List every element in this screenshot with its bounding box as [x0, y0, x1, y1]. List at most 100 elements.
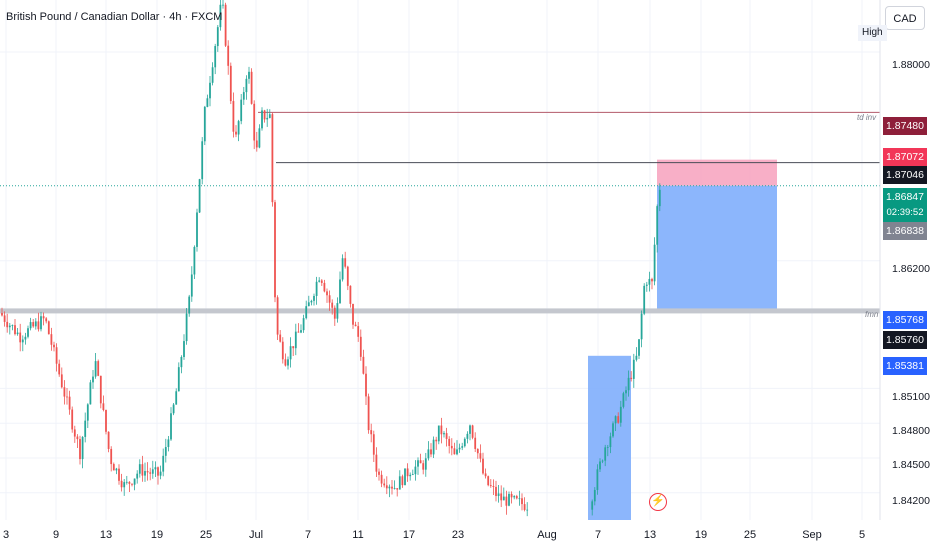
candle-body — [313, 295, 315, 301]
candle-body — [305, 306, 308, 319]
candle-body — [375, 454, 378, 472]
candle-body — [518, 498, 521, 500]
candle-body — [125, 481, 128, 483]
candle-body — [427, 449, 430, 459]
candle-body — [385, 485, 388, 489]
candle-body — [526, 509, 529, 511]
candle-body — [502, 496, 505, 501]
candle-body — [45, 318, 48, 322]
candle-body — [237, 121, 240, 135]
candle-body — [310, 300, 313, 303]
candle-body — [495, 486, 497, 496]
candle-body — [219, 4, 222, 28]
candle-body — [172, 404, 175, 414]
candle-body — [175, 391, 178, 405]
candle-body — [479, 453, 482, 459]
candle-body — [430, 449, 432, 455]
candle-body — [170, 413, 172, 440]
stop-zone — [657, 159, 777, 186]
currency-button[interactable]: CAD — [885, 6, 925, 30]
candle-body — [411, 474, 414, 475]
candle-body — [487, 476, 490, 486]
candle-body — [357, 326, 360, 337]
candle-body — [34, 321, 37, 327]
candle-body — [440, 425, 443, 435]
time-label: Aug — [537, 529, 557, 541]
candle-body — [638, 339, 640, 356]
fmn-band — [0, 308, 880, 314]
candle-body — [341, 258, 344, 280]
time-label: 19 — [150, 529, 164, 541]
countdown-timer: 02:39:52 — [883, 204, 927, 222]
candle-body — [232, 101, 235, 132]
candle-body — [292, 346, 295, 349]
candle-body — [32, 322, 35, 327]
candle-body — [315, 281, 318, 296]
candle-body — [458, 447, 461, 450]
candle-body — [601, 460, 604, 462]
price-tick: 1.84800 — [892, 425, 930, 437]
candle-body — [515, 496, 518, 499]
candle-body — [196, 212, 198, 247]
candle-body — [266, 117, 269, 120]
candle-body — [209, 82, 211, 99]
candle-body — [14, 325, 16, 335]
candle-body — [404, 468, 406, 486]
time-label: 9 — [52, 529, 60, 541]
candle-body — [328, 295, 331, 303]
candle-body — [240, 99, 243, 122]
candle-body — [523, 504, 526, 510]
time-label: 5 — [858, 529, 866, 541]
candle-body — [245, 78, 248, 93]
candle-body — [378, 471, 380, 475]
candle-body — [258, 128, 261, 148]
candle-body — [6, 321, 9, 328]
candle-body — [162, 455, 165, 472]
candle-body — [112, 464, 115, 471]
candle-body — [656, 206, 659, 245]
candle-body — [227, 45, 230, 66]
candle-body — [185, 313, 188, 342]
lightning-icon[interactable]: ⚡ — [649, 493, 667, 511]
candle-body — [398, 476, 401, 490]
candle-body — [279, 334, 282, 342]
candle-body — [323, 282, 326, 292]
time-label: Jul — [248, 529, 264, 541]
candle-body — [500, 493, 503, 501]
candle-body — [362, 356, 365, 374]
candle-body — [58, 363, 61, 375]
candle-body — [37, 321, 40, 330]
candle-body — [599, 461, 601, 470]
candle-body — [437, 425, 440, 442]
candle-body — [645, 284, 648, 286]
candle-body — [131, 483, 133, 485]
candle-body — [435, 439, 438, 442]
candle-body — [409, 474, 412, 477]
candle-body — [201, 141, 204, 180]
candle-body — [391, 486, 393, 489]
candle-body — [53, 344, 55, 348]
time-label: Sep — [802, 529, 822, 541]
candle-body — [297, 331, 300, 333]
candle-body — [393, 488, 396, 489]
candle-body — [422, 463, 425, 470]
candle-body — [271, 114, 274, 203]
candle-body — [307, 302, 310, 307]
candle-body — [302, 318, 305, 331]
candle-body — [193, 246, 196, 275]
candle-body — [287, 359, 289, 366]
candle-body — [11, 325, 14, 326]
candle-body — [190, 274, 193, 297]
candle-body — [224, 4, 227, 46]
candle-body — [107, 431, 110, 449]
candle-body — [268, 114, 271, 118]
candle-body — [482, 458, 484, 474]
candle-body — [133, 478, 136, 485]
time-label: 7 — [594, 529, 602, 541]
candle-body — [138, 464, 141, 474]
candle-body — [463, 438, 466, 447]
candle-body — [396, 488, 399, 490]
candle-body — [144, 471, 146, 476]
candle-body — [99, 375, 102, 404]
